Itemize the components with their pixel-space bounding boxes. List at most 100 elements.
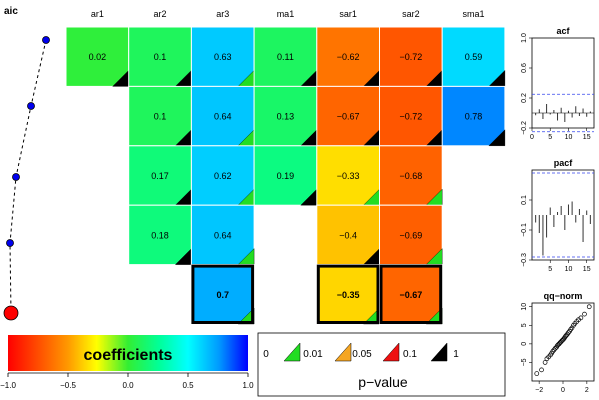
cell-label: 0.18 [151,230,169,240]
panel-frame [531,37,595,129]
aic-point-selected [3,305,19,321]
heatmap-cell [379,204,443,266]
qq-point [582,311,587,317]
cell-label: 0.7 [216,290,229,300]
y-tick-label: 0.1 [521,195,528,205]
x-tick-label: 2 [585,387,589,394]
column-header: ar3 [216,9,229,19]
y-tick-label: 5 [521,323,528,327]
heatmap-cell [379,26,443,87]
heatmap-cell [190,85,255,147]
heatmap-cell [316,26,380,87]
heatmap-cell [253,145,318,206]
column-header: sar2 [402,9,420,19]
qq-point [551,347,557,353]
panel-title: acf [556,26,570,36]
qq-point [550,348,556,354]
cell-label: 0.78 [465,112,483,122]
heatmap: ar1 ar2 ar3 ma1 sar1 sar2 sma1 0.02 0.1 0.63 0.11… [65,9,506,325]
column-header: ar2 [154,9,167,19]
pvalue-break-label: 0.1 [403,349,417,360]
cell-label: 0.62 [214,171,232,181]
column-header: sar1 [339,9,357,19]
column-headers: ar1 ar2 ar3 ma1 sar1 sar2 sma1 [91,9,485,19]
cell-label: 0.02 [89,52,107,62]
colorbar-tick-label: −0.5 [60,381,76,390]
heatmap-cell [190,145,255,206]
colorbar-ticks: −1.0 −0.5 0.0 0.5 1.0 [0,372,254,390]
selected-cell-border [379,264,443,325]
cell-label: −0.33 [337,171,360,181]
cell-label: 0.1 [154,112,167,122]
y-tick-label: −0.2 [521,121,528,135]
pvalue-legend: 0 0.01 0.05 0.1 1 p−value [257,332,506,397]
cell-label: −0.4 [339,230,357,240]
cell-label: −0.67 [399,290,422,300]
heatmap-cell [253,26,318,87]
column-header: ar1 [91,9,104,19]
cell-label: 0.63 [214,52,232,62]
qq-point [568,327,574,332]
y-tick-label: 0.6 [521,63,528,73]
column-header: sma1 [463,9,485,19]
qq-point [569,325,575,331]
heatmap-cell [65,26,130,87]
selected-cell-border [316,264,380,325]
pacf-panel: pacf 5 10 15 −0.3 −0.1 0.1 [521,158,595,273]
pvalue-break-label: 1 [453,349,459,360]
y-tick-label: 0.2 [521,93,528,103]
cell-label: 0.64 [214,112,232,122]
aic-panel: aic [3,6,50,321]
colorbar-title: coefficients [84,347,173,364]
y-tick-label: −5 [521,358,528,366]
y-tick-label: −0.1 [521,223,528,237]
cell-label: −0.69 [399,230,422,240]
cell-label: 0.11 [277,52,294,62]
cell-label: −0.72 [399,52,422,62]
qq-point [534,371,540,376]
acf-panel: acf 0 5 10 15 −0.2 0.2 0.6 1.0 [521,26,595,141]
x-tick-label: 0 [530,134,534,141]
x-tick-label: 0 [561,387,565,394]
colorbar-tick-label: 0.5 [182,381,194,390]
x-tick-label: 15 [583,134,591,141]
column-header: ma1 [277,9,295,19]
pvalue-break-label: 0.05 [352,349,372,360]
pvalue-legend-swatch [430,342,448,362]
panel-title: qq−norm [544,291,583,301]
qq-point [542,360,548,365]
heatmap-cell [316,264,380,325]
heatmap-cell [379,264,443,325]
heatmap-cell [379,85,443,147]
colorbar-tick-label: −1.0 [0,381,16,390]
qq-point [586,304,592,310]
y-tick-label: 10 [521,303,528,311]
heatmap-cell [128,85,192,147]
heatmap-cell [441,85,506,147]
panel-title: pacf [554,158,574,168]
x-tick-label: −2 [535,387,543,394]
qq-point [566,330,571,336]
heatmap-cell [316,85,380,147]
heatmap-cell [379,145,443,206]
pvalue-break-label: 0.01 [303,349,323,360]
x-tick-label: 5 [548,266,552,273]
y-tick-label: 0 [521,342,528,346]
cell-label: −0.68 [399,171,422,181]
pvalue-legend-title: p−value [358,374,408,390]
cell-label: −0.35 [337,290,360,300]
selected-cell-border [191,264,255,325]
cell-label: 0.59 [465,52,483,62]
y-tick-label: −0.3 [521,253,528,267]
aic-point [6,239,14,247]
cell-label: −0.62 [337,52,360,62]
qq-norm-panel: qq−norm −2 0 2 −5 0 5 10 [521,291,595,394]
panel-frame [531,169,595,261]
cell-label: −0.72 [399,112,422,122]
x-tick-label: 10 [565,134,573,141]
y-tick-label: 1.0 [521,33,528,43]
cell-label: 0.19 [277,171,295,181]
aic-point [27,102,35,110]
pvalue-legend-swatch [334,342,352,362]
